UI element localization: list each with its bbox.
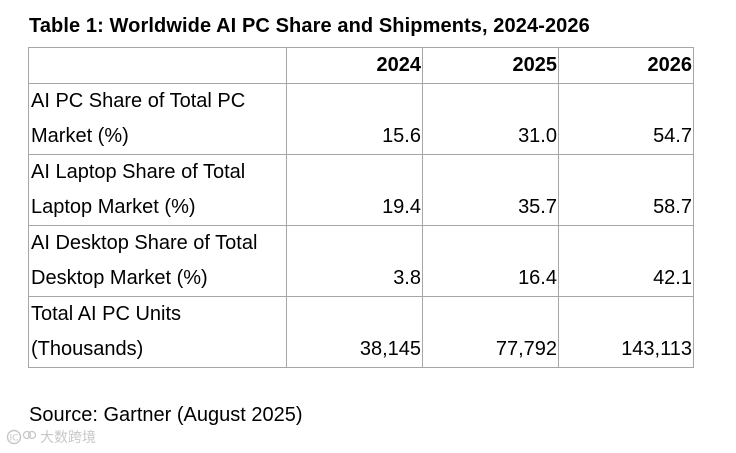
table-cell: 3.8 xyxy=(286,225,423,297)
table-cell: 77,792 xyxy=(422,296,559,368)
table-cell: 38,145 xyxy=(286,296,423,368)
table-cell: 143,113 xyxy=(558,296,694,368)
table-row: AI Laptop Share of Total Laptop Market (… xyxy=(28,154,694,226)
header-cell-2024: 2024 xyxy=(286,47,423,84)
row-label-line2: Desktop Market (%) xyxy=(31,267,208,289)
header-row: 2024 2025 2026 xyxy=(28,47,694,84)
header-cell-empty xyxy=(28,47,287,84)
table-row: AI Desktop Share of Total Desktop Market… xyxy=(28,225,694,297)
row-label-line2: Laptop Market (%) xyxy=(31,196,196,218)
table-cell: 15.6 xyxy=(286,83,423,155)
table-cell: 58.7 xyxy=(558,154,694,226)
row-label: AI PC Share of Total PC Market (%) xyxy=(28,83,287,155)
watermark-logo-icon: IC xyxy=(6,429,36,445)
table-row: AI PC Share of Total PC Market (%) 15.6 … xyxy=(28,83,694,155)
row-label-line1: AI Laptop Share of Total xyxy=(31,161,246,183)
watermark: IC 大数跨境 xyxy=(6,427,96,447)
table-row: Total AI PC Units (Thousands) 38,145 77,… xyxy=(28,296,694,368)
data-table: 2024 2025 2026 AI PC Share of Total PC M… xyxy=(28,47,694,368)
row-label-line2: Market (%) xyxy=(31,125,129,147)
table-cell: 54.7 xyxy=(558,83,694,155)
header-cell-2025: 2025 xyxy=(422,47,559,84)
row-label-line1: Total AI PC Units xyxy=(31,303,182,325)
header-cell-2026: 2026 xyxy=(558,47,694,84)
table-cell: 19.4 xyxy=(286,154,423,226)
table-cell: 35.7 xyxy=(422,154,559,226)
row-label: Total AI PC Units (Thousands) xyxy=(28,296,287,368)
table-cell: 16.4 xyxy=(422,225,559,297)
table-cell: 42.1 xyxy=(558,225,694,297)
row-label-line2: (Thousands) xyxy=(31,338,144,360)
source-note: Source: Gartner (August 2025) xyxy=(29,404,303,426)
row-label-line1: AI Desktop Share of Total xyxy=(31,232,258,254)
watermark-logo-text: IC xyxy=(10,434,19,444)
row-label-line1: AI PC Share of Total PC xyxy=(31,90,246,112)
row-label: AI Laptop Share of Total Laptop Market (… xyxy=(28,154,287,226)
row-label: AI Desktop Share of Total Desktop Market… xyxy=(28,225,287,297)
watermark-text: 大数跨境 xyxy=(40,430,96,446)
table-cell: 31.0 xyxy=(422,83,559,155)
table-title: Table 1: Worldwide AI PC Share and Shipm… xyxy=(29,15,590,37)
